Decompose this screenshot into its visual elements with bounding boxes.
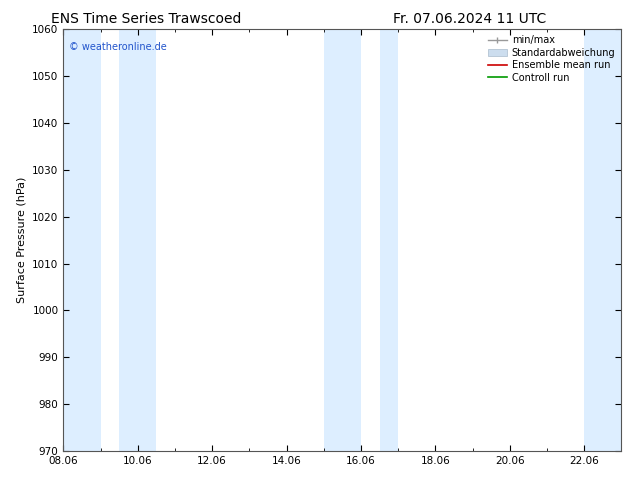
Bar <box>584 29 621 451</box>
Bar <box>324 29 361 451</box>
Text: ENS Time Series Trawscoed: ENS Time Series Trawscoed <box>51 12 241 26</box>
Bar <box>63 29 101 451</box>
Legend: min/max, Standardabweichung, Ensemble mean run, Controll run: min/max, Standardabweichung, Ensemble me… <box>484 31 619 86</box>
Text: © weatheronline.de: © weatheronline.de <box>69 42 167 52</box>
Bar <box>380 29 398 451</box>
Text: Fr. 07.06.2024 11 UTC: Fr. 07.06.2024 11 UTC <box>393 12 547 26</box>
Y-axis label: Surface Pressure (hPa): Surface Pressure (hPa) <box>16 177 27 303</box>
Bar <box>119 29 157 451</box>
